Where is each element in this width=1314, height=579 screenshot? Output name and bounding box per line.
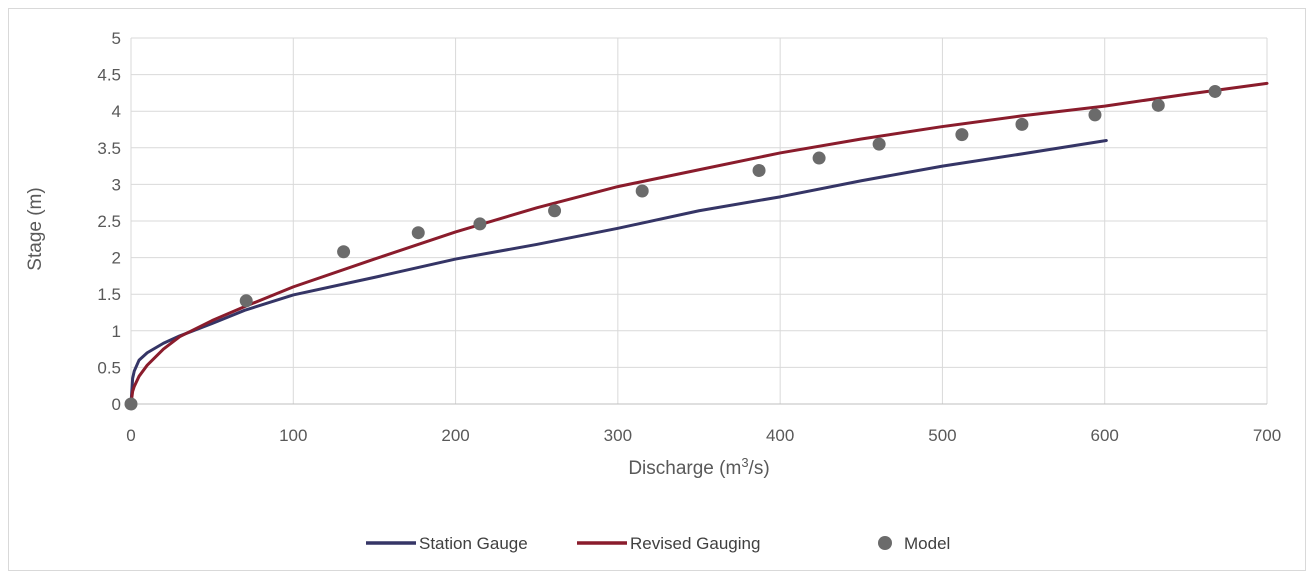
- x-tick-label: 300: [604, 426, 632, 445]
- series-line-revised-gauging: [129, 81, 1269, 406]
- x-axis-title-superscript: 3: [741, 455, 748, 470]
- y-tick-label: 1.5: [97, 285, 121, 304]
- data-point-model: [752, 163, 766, 177]
- data-point-model: [1208, 84, 1222, 98]
- y-tick-label: 4: [112, 102, 121, 121]
- axes: 0 0.5 1 1.5 2 2.5 3 3.5 4 4.5 5 0 100 200 300 400 500 600…: [97, 29, 1281, 445]
- series-layer: [129, 81, 1269, 406]
- data-point-model: [337, 245, 351, 259]
- x-tick-label: 600: [1091, 426, 1119, 445]
- points-layer: [124, 84, 1222, 411]
- data-point-model: [1151, 98, 1165, 112]
- legend-item-station-gauge: Station Gauge: [366, 534, 528, 553]
- legend-item-model: Model: [878, 534, 950, 553]
- x-tick-label: 400: [766, 426, 794, 445]
- data-point-model: [411, 226, 425, 240]
- legend-label-model: Model: [904, 534, 950, 553]
- chart-frame: 0 0.5 1 1.5 2 2.5 3 3.5 4 4.5 5 0 100 200 300 400 500 600…: [8, 8, 1306, 571]
- data-point-model: [473, 217, 487, 231]
- y-axis-title: Stage (m): [25, 187, 46, 270]
- legend-marker-model: [878, 536, 892, 550]
- x-tick-label: 700: [1253, 426, 1281, 445]
- y-tick-label: 0: [112, 395, 121, 414]
- x-tick-label: 0: [126, 426, 135, 445]
- y-tick-label: 2: [112, 249, 121, 268]
- chart-svg: 0 0.5 1 1.5 2 2.5 3 3.5 4 4.5 5 0 100 200 300 400 500 600…: [25, 29, 1281, 553]
- legend: Station Gauge Revised Gauging Model: [366, 534, 950, 553]
- x-tick-label: 100: [279, 426, 307, 445]
- data-point-model: [239, 294, 253, 308]
- data-point-model: [812, 151, 826, 165]
- data-point-model: [548, 204, 562, 218]
- data-point-model: [1088, 108, 1102, 122]
- data-point-model: [872, 137, 886, 151]
- y-tick-label: 2.5: [97, 212, 121, 231]
- x-tick-label: 200: [441, 426, 469, 445]
- data-point-model: [635, 184, 649, 198]
- y-tick-label: 4.5: [97, 66, 121, 85]
- data-point-model: [1015, 117, 1029, 131]
- series-line-station-gauge: [129, 138, 1108, 406]
- x-axis-title-main: Discharge (m: [628, 458, 741, 479]
- y-tick-label: 0.5: [97, 358, 121, 377]
- y-tick-label: 3: [112, 175, 121, 194]
- data-point-model: [124, 397, 138, 411]
- x-tick-label: 500: [928, 426, 956, 445]
- x-axis-title: Discharge (m3/s): [628, 455, 769, 479]
- x-axis-title-suffix: /s): [749, 458, 770, 479]
- legend-label-station-gauge: Station Gauge: [419, 534, 528, 553]
- y-tick-label: 5: [112, 29, 121, 48]
- legend-item-revised-gauging: Revised Gauging: [577, 534, 760, 553]
- grid: [131, 37, 1268, 404]
- legend-label-revised-gauging: Revised Gauging: [630, 534, 760, 553]
- y-tick-label: 3.5: [97, 139, 121, 158]
- y-tick-label: 1: [112, 322, 121, 341]
- data-point-model: [955, 128, 969, 142]
